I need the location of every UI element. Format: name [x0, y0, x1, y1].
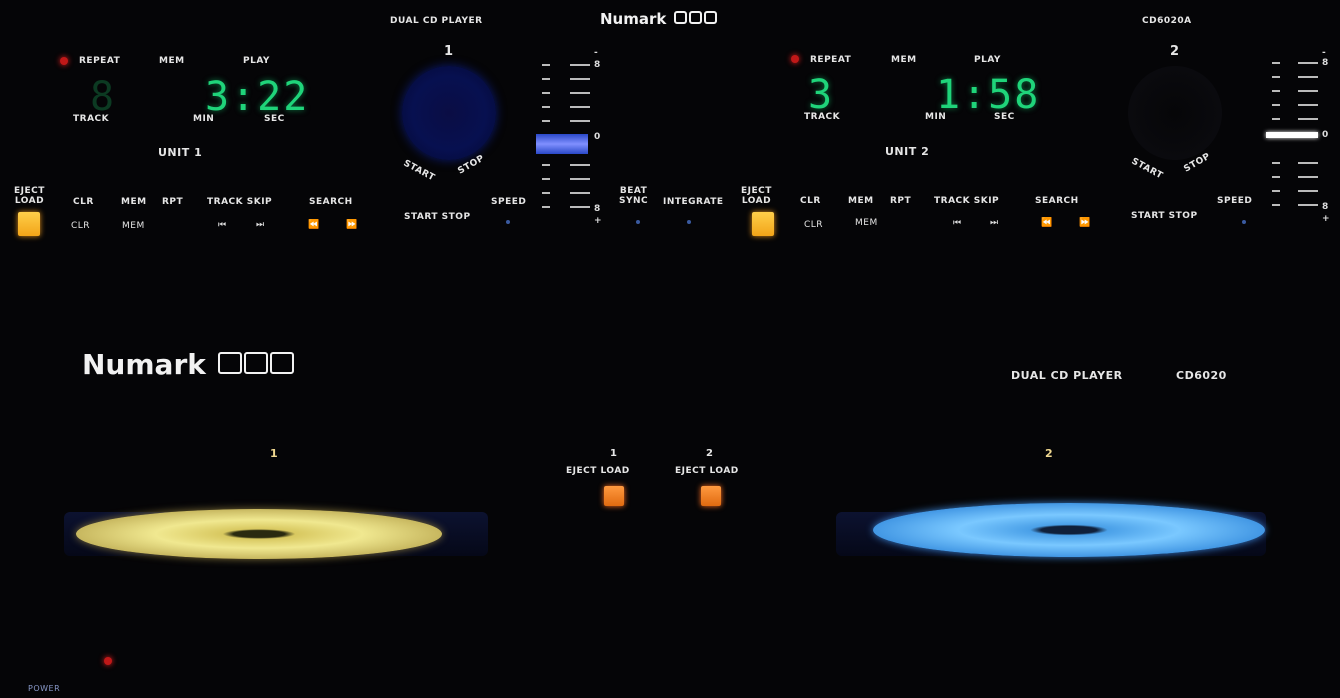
beat-sync-label: BEAT SYNC — [619, 186, 649, 206]
track-display-2: 3 — [808, 72, 835, 118]
mem-button-label-1: MEM — [121, 197, 147, 207]
play-label-2: PLAY — [974, 55, 1001, 65]
eject-load-label-2: EJECT LOAD — [741, 186, 772, 206]
unit-number-2: 2 — [1170, 44, 1180, 59]
eject-load-label-t1: EJECT LOAD — [566, 466, 630, 476]
start-label-1: START — [401, 158, 437, 184]
speed-knob-2[interactable] — [1242, 220, 1246, 224]
mem-button-2[interactable]: MEM — [855, 218, 878, 228]
time-display-2: 1:58 — [936, 72, 1041, 118]
sec-label-1: SEC — [264, 114, 285, 124]
clr-button-2[interactable]: CLR — [804, 220, 824, 230]
repeat-label-2: REPEAT — [810, 55, 852, 65]
pitch-meter-1[interactable]: - 8 0 8 + — [536, 48, 602, 226]
meter-minus-1: - — [594, 48, 598, 58]
mem-button-1[interactable]: MEM — [122, 221, 145, 231]
mem-label-2: MEM — [891, 55, 917, 65]
meter-top-2: 8 — [1322, 58, 1329, 68]
track-display-1: 8 — [90, 74, 117, 120]
fast-forward-icon-1[interactable]: ⏩ — [346, 220, 358, 230]
sec-label-2: SEC — [994, 112, 1015, 122]
mem-button-label-2: MEM — [848, 196, 874, 206]
meter-top-1: 8 — [594, 60, 601, 70]
transport-model-label: DUAL CD PLAYER — [1011, 369, 1123, 382]
eject-load-label-t2: EJECT LOAD — [675, 466, 739, 476]
repeat-led-2 — [791, 55, 799, 63]
speed-label-1: SPEED — [491, 197, 527, 207]
brand-name-bottom: Numark — [82, 348, 206, 381]
transport-model-number: CD6020 — [1176, 369, 1227, 382]
power-led — [104, 657, 112, 665]
jog-wheel-1[interactable] — [402, 66, 496, 160]
start-stop-label-1: START STOP — [404, 212, 471, 222]
unit-label-1: UNIT 1 — [158, 146, 203, 159]
tray-number-1: 1 — [270, 447, 279, 460]
jog-wheel-2[interactable] — [1128, 66, 1222, 160]
prev-track-icon-1[interactable]: ⏮ — [218, 220, 227, 230]
prev-track-icon-2[interactable]: ⏮ — [953, 218, 962, 228]
eject-number-1: 1 — [610, 448, 618, 459]
beat-sync-led — [636, 220, 640, 224]
unit-number-1: 1 — [444, 44, 454, 59]
meter-minus-2: - — [1322, 48, 1326, 58]
speed-knob-1[interactable] — [506, 220, 510, 224]
clr-label-2: CLR — [800, 196, 821, 206]
model-label-left: DUAL CD PLAYER — [390, 16, 483, 26]
time-display-1: 3:22 — [205, 74, 310, 120]
ppd-logo-icon-bottom — [216, 348, 294, 381]
brand-logo-top: Numark — [600, 10, 717, 28]
play-label-1: PLAY — [243, 56, 270, 66]
start-label-2: START — [1129, 156, 1165, 182]
meter-bottom-1: 8 — [594, 204, 601, 214]
ppd-logo-icon — [672, 11, 717, 27]
eject-load-button-2[interactable] — [752, 212, 774, 236]
track-label-1: TRACK — [73, 114, 110, 124]
meter-mid-1: 0 — [594, 132, 601, 142]
mem-label-1: MEM — [159, 56, 185, 66]
rewind-icon-1[interactable]: ⏪ — [308, 220, 320, 230]
eject-load-label-1: EJECT LOAD — [14, 186, 45, 206]
tray-eject-button-1[interactable] — [604, 486, 624, 506]
start-stop-label-2: START STOP — [1131, 211, 1198, 221]
speed-label-2: SPEED — [1217, 196, 1253, 206]
power-label: POWER — [28, 684, 61, 693]
repeat-led-1 — [60, 57, 68, 65]
next-track-icon-2[interactable]: ⏭ — [990, 218, 999, 228]
meter-bottom-2: 8 — [1322, 202, 1329, 212]
tray-eject-button-2[interactable] — [701, 486, 721, 506]
cd-disc-2 — [873, 503, 1265, 557]
rewind-icon-2[interactable]: ⏪ — [1041, 218, 1053, 228]
clr-label-1: CLR — [73, 197, 94, 207]
brand-logo-bottom: Numark — [82, 348, 294, 381]
integrate-button[interactable] — [687, 220, 691, 224]
meter-plus-1: + — [594, 216, 602, 226]
track-skip-label-1: TRACK SKIP — [207, 197, 273, 207]
clr-button-1[interactable]: CLR — [71, 221, 91, 231]
eject-load-button-1[interactable] — [18, 212, 40, 236]
meter-plus-2: + — [1322, 214, 1330, 224]
model-label-right: CD6020A — [1142, 16, 1192, 26]
pitch-meter-2[interactable]: - 8 0 8 + — [1266, 48, 1330, 224]
tray-number-2: 2 — [1045, 447, 1054, 460]
fast-forward-icon-2[interactable]: ⏩ — [1079, 218, 1091, 228]
integrate-label: INTEGRATE — [663, 197, 724, 207]
eject-number-2: 2 — [706, 448, 714, 459]
min-label-2: MIN — [925, 112, 947, 122]
rpt-label-1: RPT — [162, 197, 184, 207]
search-label-2: SEARCH — [1035, 196, 1079, 206]
min-label-1: MIN — [193, 114, 215, 124]
meter-mid-2: 0 — [1322, 130, 1329, 140]
rpt-label-2: RPT — [890, 196, 912, 206]
track-skip-label-2: TRACK SKIP — [934, 196, 1000, 206]
cd-disc-1 — [76, 509, 442, 559]
track-label-2: TRACK — [804, 112, 841, 122]
brand-name-top: Numark — [600, 10, 667, 28]
next-track-icon-1[interactable]: ⏭ — [256, 220, 265, 230]
search-label-1: SEARCH — [309, 197, 353, 207]
repeat-label-1: REPEAT — [79, 56, 121, 66]
unit-label-2: UNIT 2 — [885, 145, 930, 158]
